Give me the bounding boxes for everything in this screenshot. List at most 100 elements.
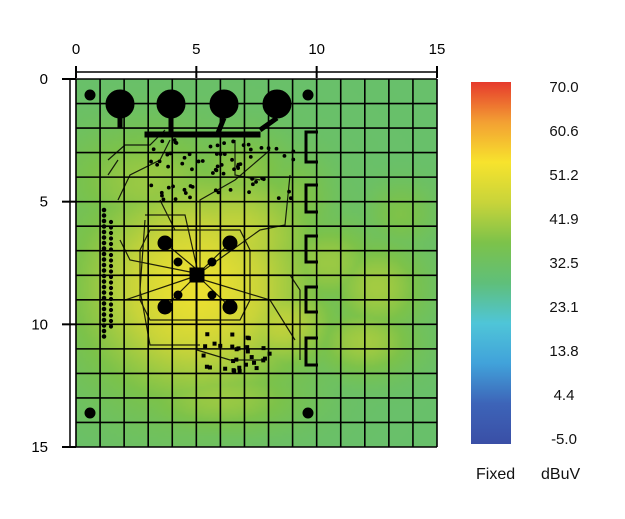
via-dot — [101, 257, 107, 262]
via-dot — [230, 157, 234, 162]
colorbar — [471, 82, 511, 444]
via-dot — [101, 284, 107, 290]
via-dot — [196, 159, 201, 164]
heatmap-image — [76, 79, 437, 447]
smd-pad — [254, 366, 259, 371]
via-dot — [151, 147, 156, 152]
via-dot — [101, 246, 107, 251]
via-dot — [157, 159, 162, 164]
via-dot — [215, 143, 220, 148]
via-dot — [274, 146, 279, 151]
via-dot — [190, 167, 194, 172]
via-dot — [231, 139, 236, 144]
smd-pad — [246, 336, 251, 341]
grid-lines — [75, 78, 438, 448]
smd-pad — [207, 365, 212, 370]
via-dot — [236, 166, 241, 171]
via-dot — [248, 154, 253, 159]
colorbar-tick-label: 32.5 — [549, 255, 579, 272]
via-dot — [101, 334, 107, 339]
smd-pad — [234, 357, 239, 362]
via-dot — [101, 207, 107, 213]
via-dot — [210, 171, 215, 175]
via-dot — [200, 159, 205, 163]
colorbar-tick-label: 13.8 — [549, 343, 579, 360]
via-dot — [182, 155, 187, 160]
via-dot — [188, 184, 193, 188]
via-dot — [149, 183, 154, 188]
via-dot — [287, 189, 291, 194]
via-dot — [232, 167, 236, 172]
via-dot — [246, 142, 251, 147]
smd-pad — [261, 358, 266, 363]
via-pad — [173, 290, 183, 300]
via-dot — [108, 318, 114, 324]
x-tick-label: 15 — [429, 41, 446, 58]
y-tick-label: 15 — [31, 439, 48, 456]
x-tick-label: 10 — [308, 41, 325, 58]
smd-pad — [223, 366, 228, 371]
mounting-hole — [84, 89, 96, 101]
colorbar-tick-label: 41.9 — [549, 211, 579, 228]
smd-pad — [205, 332, 210, 337]
via-dot — [216, 190, 221, 195]
y-tick-label: 0 — [40, 71, 48, 88]
via-dot — [101, 251, 107, 257]
colorbar-tick-label: 60.6 — [549, 123, 579, 140]
via-dot — [222, 141, 227, 146]
via-dot — [101, 262, 107, 268]
via-dot — [108, 241, 114, 247]
heatmap-plot-area — [75, 78, 438, 448]
via-dot — [160, 193, 164, 198]
via-dot — [173, 197, 178, 202]
smd-pad — [230, 332, 235, 337]
via-dot — [108, 280, 114, 285]
smd-pad — [230, 344, 235, 349]
via-dot — [250, 182, 255, 187]
colorbar-tick-label: 51.2 — [549, 167, 579, 184]
colorbar-gradient — [471, 82, 511, 444]
smd-pad — [252, 360, 257, 365]
via-pad — [173, 257, 183, 267]
via-dot — [180, 161, 185, 166]
smd-pad — [237, 365, 242, 370]
via-dot — [149, 159, 153, 164]
smd-pad — [249, 355, 254, 360]
via-dot — [215, 164, 220, 169]
via-dot — [182, 187, 187, 192]
colorbar-tick-label: 70.0 — [549, 79, 579, 96]
via-dot — [101, 306, 107, 312]
scale-mode-label: Fixed — [476, 466, 516, 483]
via-dot — [172, 138, 177, 142]
via-dot — [108, 285, 114, 291]
via-dot — [213, 188, 218, 193]
via-dot — [108, 258, 114, 263]
smd-pad — [232, 369, 237, 374]
via-dot — [108, 263, 114, 269]
via-dot — [101, 312, 107, 317]
mounting-hole — [84, 407, 96, 419]
x-tick-label: 0 — [72, 41, 80, 58]
via-dot — [101, 229, 107, 235]
via-dot — [101, 218, 107, 224]
via-dot — [160, 139, 165, 144]
via-dot — [166, 185, 171, 190]
via-dot — [259, 146, 264, 150]
via-dot — [101, 213, 107, 218]
via-dot — [108, 252, 114, 258]
mounting-hole — [302, 89, 314, 101]
via-dot — [101, 268, 107, 273]
via-dot — [213, 167, 218, 172]
via-dot — [254, 179, 258, 184]
colorbar-tick-label: 4.4 — [553, 387, 575, 404]
via-dot — [101, 290, 107, 295]
y-tick-label: 5 — [40, 194, 48, 211]
smd-pad — [212, 341, 217, 346]
via-dot — [165, 152, 170, 157]
via-dot — [108, 291, 114, 296]
via-dot — [108, 269, 114, 274]
colorbar-tick-label: 23.1 — [549, 299, 579, 316]
unit-label: dBuV — [541, 466, 581, 483]
via-dot — [101, 235, 107, 240]
